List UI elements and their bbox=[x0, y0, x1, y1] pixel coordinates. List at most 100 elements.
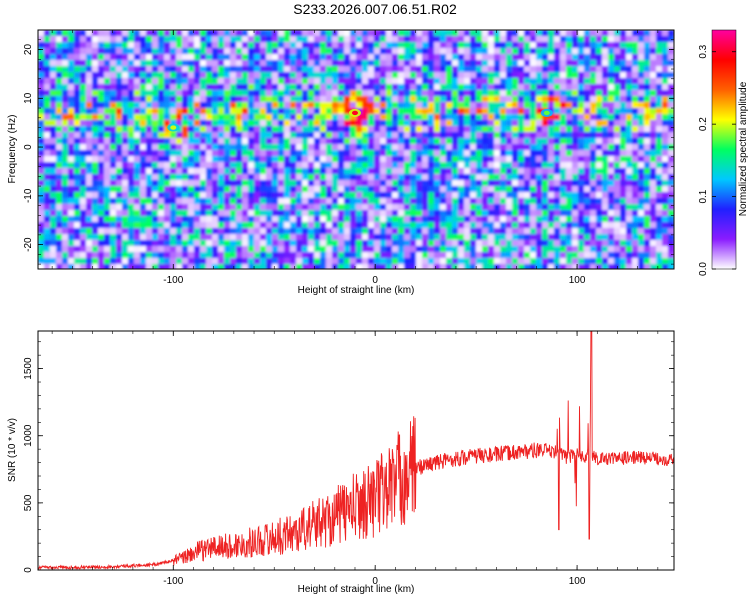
heatmap-cell bbox=[452, 54, 459, 61]
heatmap-cell bbox=[458, 138, 465, 145]
heatmap-cell bbox=[452, 138, 459, 145]
heatmap-cell bbox=[320, 252, 327, 259]
heatmap-cell bbox=[188, 246, 195, 253]
heatmap-cell bbox=[248, 150, 255, 157]
heatmap-cell bbox=[152, 168, 159, 175]
heatmap-cell bbox=[554, 252, 561, 259]
heatmap-cell bbox=[554, 216, 561, 223]
heatmap-cell bbox=[464, 162, 471, 169]
heatmap-cell bbox=[608, 48, 615, 55]
heatmap-cell bbox=[548, 252, 555, 259]
heatmap-cell bbox=[128, 30, 135, 37]
heatmap-cell bbox=[98, 120, 105, 127]
heatmap-cell bbox=[152, 138, 159, 145]
heatmap-cell bbox=[158, 48, 165, 55]
heatmap-cell bbox=[254, 192, 261, 199]
heatmap-cell bbox=[272, 150, 279, 157]
heatmap-cell bbox=[104, 162, 111, 169]
heatmap-cell bbox=[128, 102, 135, 109]
heatmap-cell bbox=[362, 114, 369, 121]
heatmap-cell bbox=[164, 36, 171, 43]
heatmap-cell bbox=[80, 78, 87, 85]
heatmap-cell bbox=[560, 102, 567, 109]
heatmap-cell bbox=[212, 204, 219, 211]
heatmap-cell bbox=[548, 126, 555, 133]
heatmap-cell bbox=[122, 150, 129, 157]
heatmap-cell bbox=[284, 204, 291, 211]
heatmap-cell bbox=[416, 84, 423, 91]
heatmap-cell bbox=[146, 168, 153, 175]
heatmap-cell bbox=[296, 162, 303, 169]
heatmap-cell bbox=[644, 132, 651, 139]
heatmap-cell bbox=[662, 204, 669, 211]
heatmap-cell bbox=[152, 66, 159, 73]
heatmap-cell bbox=[464, 120, 471, 127]
heatmap-cell bbox=[182, 72, 189, 79]
heatmap-cell bbox=[188, 180, 195, 187]
heatmap-cell bbox=[530, 162, 537, 169]
heatmap-cell bbox=[206, 240, 213, 247]
heatmap-cell bbox=[92, 180, 99, 187]
heatmap-x-axis-title: Height of straight line (km) bbox=[298, 285, 415, 296]
heatmap-cell bbox=[344, 222, 351, 229]
heatmap-cell bbox=[212, 120, 219, 127]
heatmap-cell bbox=[572, 150, 579, 157]
heatmap-cell bbox=[506, 228, 513, 235]
heatmap-cell bbox=[266, 84, 273, 91]
heatmap-cell bbox=[584, 162, 591, 169]
heatmap-cell bbox=[548, 216, 555, 223]
heatmap-cell bbox=[308, 234, 315, 241]
heatmap-cell bbox=[470, 30, 477, 37]
heatmap-cell bbox=[266, 144, 273, 151]
heatmap-cell bbox=[494, 222, 501, 229]
heatmap-y-axis-title: Frequency (Hz) bbox=[7, 115, 18, 184]
heatmap-cell bbox=[182, 234, 189, 241]
heatmap-cell bbox=[608, 228, 615, 235]
heatmap-cell bbox=[56, 90, 63, 97]
heatmap-cell bbox=[158, 156, 165, 163]
heatmap-cell bbox=[488, 192, 495, 199]
heatmap-cell bbox=[266, 246, 273, 253]
heatmap-cell bbox=[50, 228, 57, 235]
heatmap-cell bbox=[488, 66, 495, 73]
heatmap-cell bbox=[626, 162, 633, 169]
heatmap-cell bbox=[440, 66, 447, 73]
heatmap-cell bbox=[302, 42, 309, 49]
heatmap-cell bbox=[482, 258, 489, 265]
heatmap-cell bbox=[368, 48, 375, 55]
heatmap-cell bbox=[608, 234, 615, 241]
heatmap-cell bbox=[182, 216, 189, 223]
heatmap-cell bbox=[86, 132, 93, 139]
heatmap-cell bbox=[398, 102, 405, 109]
heatmap-cell bbox=[332, 174, 339, 181]
heatmap-cell bbox=[350, 120, 357, 127]
heatmap-cell bbox=[152, 144, 159, 151]
heatmap-cell bbox=[470, 216, 477, 223]
heatmap-cell bbox=[230, 168, 237, 175]
heatmap-cell bbox=[572, 120, 579, 127]
heatmap-cell bbox=[458, 60, 465, 67]
heatmap-features bbox=[167, 108, 553, 132]
heatmap-cell bbox=[572, 30, 579, 37]
heatmap-cell bbox=[626, 174, 633, 181]
heatmap-cell bbox=[572, 48, 579, 55]
heatmap-cell bbox=[566, 66, 573, 73]
heatmap-cell bbox=[224, 192, 231, 199]
heatmap-cell bbox=[578, 222, 585, 229]
heatmap-cell bbox=[632, 186, 639, 193]
heatmap-cell bbox=[302, 48, 309, 55]
heatmap-cell bbox=[62, 78, 69, 85]
heatmap-cell bbox=[134, 180, 141, 187]
heatmap-cell bbox=[464, 252, 471, 259]
heatmap-cell bbox=[50, 120, 57, 127]
heatmap-cell bbox=[452, 246, 459, 253]
heatmap-cell bbox=[134, 66, 141, 73]
heatmap-cell bbox=[650, 240, 657, 247]
heatmap-cell bbox=[530, 90, 537, 97]
heatmap-cell bbox=[140, 114, 147, 121]
heatmap-cell bbox=[638, 222, 645, 229]
heatmap-cell bbox=[422, 108, 429, 115]
heatmap-cell bbox=[488, 198, 495, 205]
heatmap-cell bbox=[236, 138, 243, 145]
heatmap-cell bbox=[338, 222, 345, 229]
